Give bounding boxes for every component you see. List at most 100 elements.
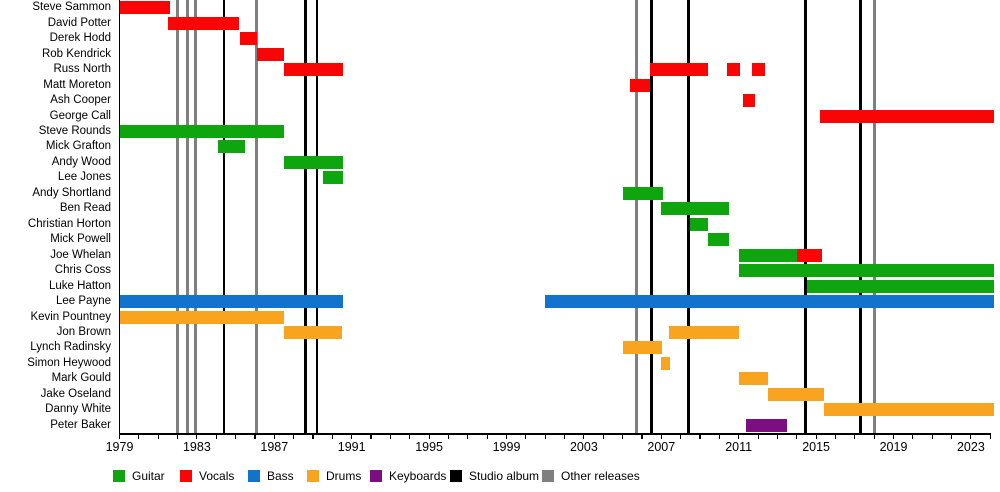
tenure-bar-guitar	[738, 264, 995, 278]
year-tick	[273, 434, 275, 439]
tenure-bar-guitar	[707, 233, 729, 247]
year-tick	[235, 434, 237, 439]
year-tick	[486, 434, 488, 439]
other-release-line	[193, 0, 197, 433]
year-tick	[989, 434, 991, 439]
member-label: Steve Sammon	[32, 1, 111, 14]
member-label: Matt Moreton	[43, 78, 111, 91]
legend-label-other_release: Other releases	[561, 469, 640, 483]
year-tick	[331, 434, 333, 439]
member-label: Danny White	[45, 403, 111, 416]
year-tick	[467, 434, 469, 439]
member-label: David Potter	[47, 16, 111, 29]
member-label: Mark Gould	[51, 372, 111, 385]
other-release-line	[634, 0, 638, 433]
year-tick	[660, 434, 662, 439]
legend-swatch-vocals	[180, 470, 192, 482]
tenure-bar-vocals	[119, 1, 170, 15]
legend-swatch-drums	[307, 470, 319, 482]
member-label: Simon Heywood	[27, 356, 111, 369]
tenure-bar-guitar	[690, 217, 708, 231]
year-tick	[680, 434, 682, 439]
tenure-bar-drums	[738, 372, 768, 386]
tenure-bar-drums	[823, 403, 995, 417]
tenure-bar-bass	[545, 295, 995, 309]
legend-swatch-guitar	[113, 470, 125, 482]
year-tick	[738, 434, 740, 439]
tenure-bar-keyboards	[746, 418, 787, 432]
tenure-bar-drums	[661, 356, 670, 370]
tenure-bar-vocals	[630, 78, 650, 92]
tenure-bar-vocals	[239, 32, 257, 46]
member-label: Peter Baker	[50, 418, 111, 431]
tenure-bar-vocals	[649, 63, 708, 77]
tenure-bar-bass	[119, 295, 343, 309]
year-tick	[602, 434, 604, 439]
studio-album-line	[315, 0, 319, 433]
legend-label-guitar: Guitar	[132, 469, 165, 483]
member-label: Chris Coss	[54, 264, 111, 277]
year-tick	[157, 434, 159, 439]
year-tick	[196, 434, 198, 439]
year-tick	[583, 434, 585, 439]
other-release-line	[872, 0, 876, 433]
member-label: Lynch Radinsky	[30, 341, 111, 354]
legend-item-other_release: Other releases	[542, 469, 640, 483]
tenure-bar-guitar	[661, 202, 729, 216]
legend-label-vocals: Vocals	[199, 469, 235, 483]
member-label: Kevin Pountney	[30, 310, 111, 323]
tenure-bar-guitar	[622, 186, 664, 200]
member-label: Russ North	[53, 63, 111, 76]
year-tick	[873, 434, 875, 439]
tenure-bar-vocals	[167, 16, 240, 30]
year-tick	[177, 434, 179, 439]
legend-item-drums: Drums	[307, 469, 361, 483]
year-tick	[312, 434, 314, 439]
tenure-bar-drums	[767, 387, 824, 401]
legend-item-studio_album: Studio album	[450, 469, 539, 483]
year-tick-label: 2007	[647, 440, 676, 454]
year-tick	[389, 434, 391, 439]
legend-item-guitar: Guitar	[113, 469, 165, 483]
y-axis	[118, 0, 121, 434]
year-tick	[505, 434, 508, 439]
member-label: Andy Shortland	[32, 186, 111, 199]
member-label: Lee Jones	[57, 171, 111, 184]
year-tick	[776, 434, 778, 439]
member-label: Joe Whelan	[50, 248, 111, 261]
legend-swatch-studio_album	[450, 470, 462, 482]
legend-swatch-other_release	[542, 470, 554, 482]
year-tick	[254, 434, 256, 439]
tenure-bar-vocals	[820, 109, 995, 123]
year-tick	[409, 434, 411, 439]
year-tick-label: 2015	[802, 440, 830, 454]
year-tick	[834, 434, 837, 439]
studio-album-line	[804, 0, 807, 433]
legend-item-keyboards: Keyboards	[370, 469, 446, 483]
year-tick-label: 1991	[337, 440, 366, 454]
tenure-bar-guitar	[218, 140, 246, 154]
member-label: George Call	[49, 109, 111, 122]
tenure-bar-guitar	[119, 124, 284, 138]
year-tick-label: 1995	[415, 440, 443, 454]
studio-album-line	[687, 0, 690, 433]
year-tick	[892, 434, 895, 439]
tenure-bar-drums	[284, 326, 342, 339]
tenure-bar-vocals	[284, 63, 343, 77]
legend-label-studio_album: Studio album	[469, 469, 540, 483]
year-tick	[118, 434, 121, 439]
studio-album-line	[222, 0, 226, 433]
tenure-bar-guitar	[284, 155, 343, 169]
legend-swatch-bass	[248, 470, 260, 482]
member-label: Jon Brown	[56, 326, 111, 338]
year-tick-label: 2019	[879, 440, 908, 454]
legend-swatch-keyboards	[370, 470, 382, 482]
tenure-bar-vocals	[727, 63, 740, 77]
tenure-bar-drums	[119, 310, 284, 324]
year-tick	[796, 434, 798, 439]
year-tick	[428, 434, 430, 439]
year-tick	[951, 434, 953, 439]
member-label: Steve Rounds	[38, 124, 111, 137]
year-tick	[525, 434, 527, 439]
other-release-line	[185, 0, 189, 433]
